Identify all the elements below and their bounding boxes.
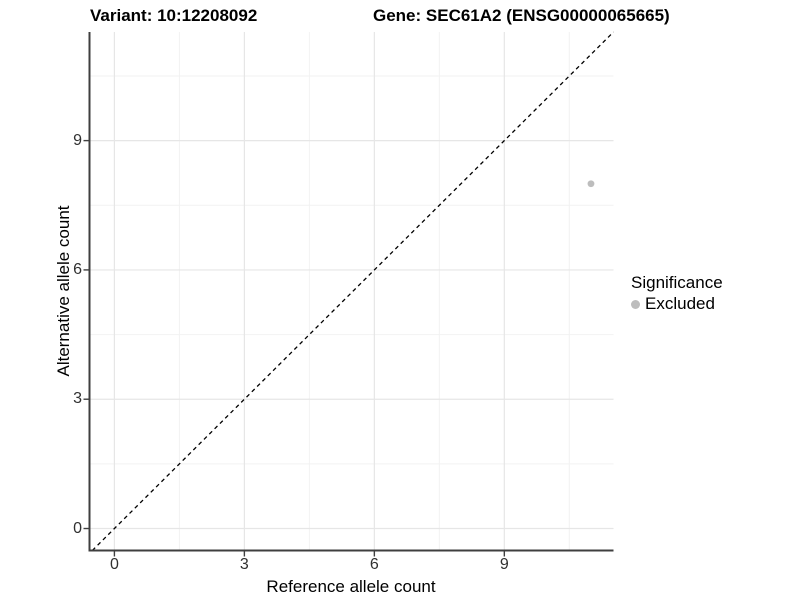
y-tick-label: 3	[73, 390, 82, 408]
x-tick-label: 3	[239, 556, 249, 573]
legend-point-icon	[631, 299, 640, 309]
y-axis-title: Alternative allele count	[54, 205, 73, 377]
x-tick-label: 9	[499, 556, 509, 573]
x-tick-label: 6	[369, 556, 379, 573]
legend-item-excluded: Excluded	[631, 294, 723, 314]
legend-item-label: Excluded	[645, 294, 715, 313]
y-tick-label: 6	[73, 260, 82, 278]
y-tick-label: 9	[73, 131, 82, 149]
legend-title: Significance	[631, 273, 723, 292]
identity-reference-line	[91, 31, 614, 551]
x-tick-label: 0	[109, 556, 119, 573]
y-tick-label: 0	[73, 519, 82, 537]
legend: Significance Excluded	[631, 273, 723, 314]
x-axis-title: Reference allele count	[266, 577, 436, 596]
plot-title-gene: Gene: SEC61A2 (ENSG00000065665)	[373, 6, 670, 25]
data-point	[587, 180, 595, 188]
plot-title-variant: Variant: 10:12208092	[90, 6, 258, 25]
